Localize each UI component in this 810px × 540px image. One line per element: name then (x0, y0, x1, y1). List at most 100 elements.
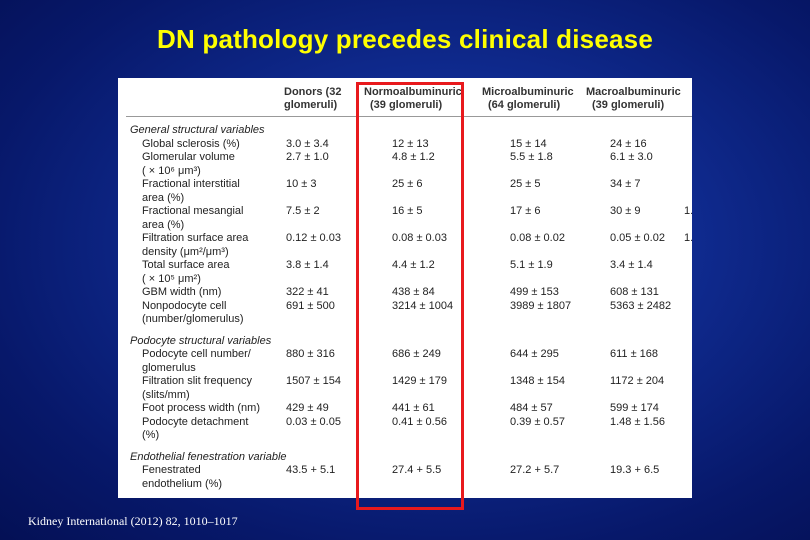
slide-title: DN pathology precedes clinical disease (156, 24, 653, 54)
column-header-macroalbuminuric: Macroalbuminuric (39 glomeruli) (586, 86, 681, 111)
cell-value: 0.08 ± 0.03 (392, 232, 447, 244)
cell-value: 24 ± 16 (610, 137, 647, 150)
row-label: glomerulus (142, 361, 196, 374)
cell-value: 438 ± 84 (392, 286, 435, 298)
cell-value: 5.5 ± 1.8 (510, 151, 553, 163)
row-label: Fenestrated (142, 464, 201, 476)
cell-value: 1429 ± 179 (392, 375, 447, 387)
row-label: ( × 10⁶ μm³) (142, 164, 201, 177)
table-row: endothelium (%) (118, 477, 692, 491)
cell-value: 3.8 ± 1.4 (286, 259, 329, 271)
cell-value: 429 ± 49 (286, 402, 329, 414)
row-label: Global sclerosis (%) (142, 137, 240, 150)
table-row: Foot process width (nm) 429 ± 49 441 ± 61 4… (118, 401, 692, 415)
table-row: Glomerular volume 2.7 ± 1.0 4.8 ± 1.2 5.5 ±… (118, 150, 692, 164)
table-row: ( × 10⁶ μm³) (118, 164, 692, 178)
row-label: (%) (142, 429, 160, 441)
row-label: (slits/mm) (142, 388, 190, 401)
normoalbuminuric-highlight (356, 82, 464, 510)
cell-value: 0.12 ± 0.03 (286, 232, 341, 244)
citation: Kidney International (2012) 82, 1010–101… (28, 514, 238, 528)
table-row: Podocyte cell number/880 ± 316 686 ± 249 6… (118, 347, 692, 361)
table-row: Total surface area 3.8 ± 1.4 4.4 ± 1.2 5.1 … (118, 258, 692, 272)
cell-value: 0.05 ± 0.02 (610, 232, 665, 244)
cell-value: 4.8 ± 1.2 (392, 151, 435, 163)
cell-value: 43.5 + 5.1 (286, 464, 336, 476)
cell-value: 27.2 + 5.7 (510, 464, 560, 476)
table-row: Fractional mesangial 7.5 ± 2 16 ± 5 17 ± 6 3… (118, 204, 692, 218)
table-row: (number/glomerulus) (118, 312, 692, 326)
cell-value: 0.39 ± 0.57 (510, 415, 565, 428)
cell-value: 0.03 ± 0.05 (286, 415, 341, 428)
row-label: area (%) (142, 218, 185, 231)
cell-value: 1172 ± 204 (610, 375, 665, 387)
cell-value: 441 ± 61 (392, 402, 435, 414)
section-title: General structural variables (130, 124, 265, 136)
cell-value: 2.7 ± 1.0 (286, 151, 329, 163)
cell-value: 25 ± 5 (510, 178, 541, 190)
table-row: ( × 10⁵ μm²) (118, 272, 692, 286)
cell-value: 880 ± 316 (286, 348, 335, 360)
table-row: (%) (118, 428, 692, 442)
table-row: GBM width (nm) 322 ± 41 438 ± 84 499 ± 153 6… (118, 285, 692, 299)
cell-value: 3.0 ± 3.4 (286, 137, 329, 150)
section-header-row: General structural variables (118, 123, 692, 137)
table-row: Global sclerosis (%) 3.0 ± 3.4 12 ± 13 15 ±… (118, 137, 692, 151)
cell-value: 3989 ± 1807 (510, 299, 572, 312)
cell-value: 30 ± 9 (610, 205, 641, 217)
cell-value: 686 ± 249 (392, 348, 441, 360)
cell-value: 322 ± 41 (286, 286, 329, 298)
table-row: area (%) (118, 191, 692, 205)
cell-value: 3.4 ± 1.4 (610, 259, 653, 271)
cell-value: 1348 ± 154 (510, 375, 565, 387)
row-label: Glomerular volume (142, 151, 235, 163)
section-title: Endothelial fenestration variable (130, 450, 287, 463)
cell-value: 16 ± 5 (392, 205, 423, 217)
cell-value: 0.41 ± 0.56 (392, 415, 447, 428)
cell-value: 1.48 ± 1.56 (610, 415, 665, 428)
row-label: Foot process width (nm) (142, 402, 260, 414)
cell-value-truncated: 1. (684, 232, 692, 244)
table-row: Filtration slit frequency 1507 ± 154 1429 … (118, 374, 692, 388)
cell-value: 484 ± 57 (510, 402, 553, 414)
row-label: Filtration surface area (142, 232, 249, 244)
cell-value: 0.08 ± 0.02 (510, 232, 565, 244)
cell-value: 19.3 + 6.5 (610, 464, 660, 476)
row-label: Podocyte detachment (142, 415, 249, 428)
row-label: Fractional mesangial (142, 205, 244, 217)
cell-value: 599 ± 174 (610, 402, 659, 414)
table-row: area (%) (118, 218, 692, 232)
row-label: density (μm²/μm³) (142, 245, 229, 258)
cell-value: 5363 ± 2482 (610, 299, 672, 312)
table-row: Nonpodocyte cell 691 ± 500 3214 ± 1004 3989… (118, 299, 692, 313)
section-title: Podocyte structural variables (130, 334, 272, 347)
cell-value: 691 ± 500 (286, 299, 335, 312)
row-label: area (%) (142, 191, 185, 204)
column-header-normoalbuminuric: Normoalbuminuric (39 glomeruli) (364, 86, 462, 111)
cell-value-truncated: 1. (684, 205, 692, 217)
table-row: Podocyte detachment 0.03 ± 0.05 0.41 ± 0.5… (118, 415, 692, 429)
row-label: (number/glomerulus) (142, 313, 244, 325)
table-row: (slits/mm) (118, 388, 692, 402)
cell-value: 499 ± 153 (510, 286, 559, 298)
cell-value: 12 ± 13 (392, 137, 429, 150)
cell-value: 34 ± 7 (610, 178, 641, 190)
cell-value: 7.5 ± 2 (286, 205, 320, 217)
row-label: GBM width (nm) (142, 286, 222, 298)
table-row: Fenestrated 43.5 + 5.1 27.4 + 5.5 27.2 + 5.… (118, 463, 692, 477)
cell-value: 10 ± 3 (286, 178, 317, 190)
section-header-row: Endothelial fenestration variable (118, 450, 692, 464)
cell-value: 15 ± 14 (510, 137, 547, 150)
row-label: Filtration slit frequency (142, 375, 253, 387)
cell-value: 25 ± 6 (392, 178, 423, 190)
cell-value: 6.1 ± 3.0 (610, 151, 653, 163)
cell-value: 4.4 ± 1.2 (392, 259, 435, 271)
cell-value: 611 ± 168 (610, 348, 659, 360)
row-label: Fractional interstitial (142, 178, 240, 190)
row-label: endothelium (%) (142, 477, 223, 490)
cell-value: 1507 ± 154 (286, 375, 341, 387)
column-header-microalbuminuric: Microalbuminuric (64 glomeruli) (482, 86, 574, 111)
table-row: Fractional interstitial 10 ± 3 25 ± 6 25 ± … (118, 177, 692, 191)
row-label: Total surface area (142, 259, 230, 271)
cell-value: 644 ± 295 (510, 348, 559, 360)
